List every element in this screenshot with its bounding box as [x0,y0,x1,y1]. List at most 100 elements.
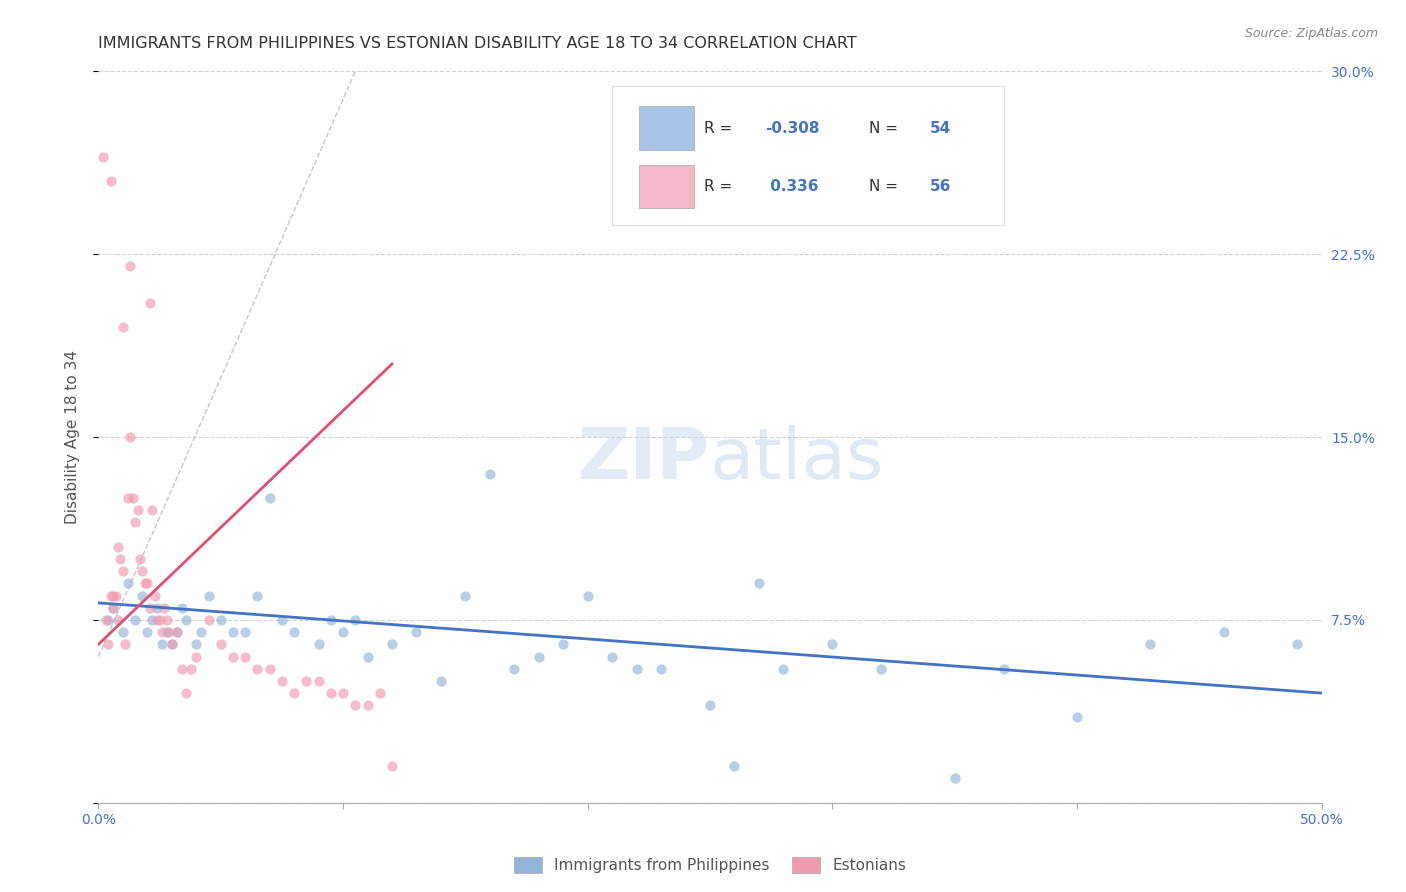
Point [170,600,193,615]
Point [97,613,120,627]
Point [131,564,153,578]
Text: IMMIGRANTS FROM PHILIPPINES VS ESTONIAN DISABILITY AGE 18 TO 34 CORRELATION CHAR: IMMIGRANTS FROM PHILIPPINES VS ESTONIAN … [98,36,858,51]
Point [170,662,193,676]
Point [308,637,330,651]
Point [1066,710,1088,724]
Point [576,589,599,603]
Text: Source: ZipAtlas.com: Source: ZipAtlas.com [1244,27,1378,40]
Point [344,698,367,713]
Point [600,649,623,664]
Point [180,662,202,676]
Point [381,637,404,651]
Text: 56: 56 [931,179,952,194]
Text: R =: R = [704,179,737,194]
FancyBboxPatch shape [640,165,695,209]
Point [176,613,198,627]
Point [650,662,672,676]
Legend: Immigrants from Philippines, Estonians: Immigrants from Philippines, Estonians [508,851,912,880]
Point [111,320,134,334]
Text: 0.336: 0.336 [765,179,818,194]
Point [117,491,139,505]
Point [153,600,176,615]
Point [259,662,281,676]
Point [553,637,575,651]
Point [143,589,166,603]
Point [233,625,256,640]
Point [332,625,354,640]
Point [166,625,188,640]
Point [246,662,269,676]
Point [368,686,391,700]
Point [381,759,404,773]
Point [101,589,124,603]
Point [94,613,117,627]
Point [141,613,163,627]
Text: 54: 54 [931,120,952,136]
Point [121,491,143,505]
Point [699,698,721,713]
Point [527,649,550,664]
Point [117,576,139,591]
Point [319,613,342,627]
Point [107,540,129,554]
Point [283,625,305,640]
Point [127,503,149,517]
Point [160,637,183,651]
Point [246,589,269,603]
Point [131,589,153,603]
Point [100,589,122,603]
Point [104,589,127,603]
Point [166,625,188,640]
Point [186,649,208,664]
Point [124,613,146,627]
Point [283,686,305,700]
Point [356,698,378,713]
Point [150,625,173,640]
Point [100,174,122,188]
Point [149,613,172,627]
Point [101,600,124,615]
Text: atlas: atlas [710,425,884,493]
Point [160,637,183,651]
Point [111,625,134,640]
Point [139,600,162,615]
Point [332,686,354,700]
Point [91,150,114,164]
Point [120,260,142,274]
Point [124,516,146,530]
Point [141,503,163,517]
Point [295,673,318,688]
FancyBboxPatch shape [640,106,695,150]
FancyBboxPatch shape [612,86,1004,225]
Point [1286,637,1309,651]
Point [156,625,179,640]
Text: N =: N = [869,179,903,194]
Point [146,600,169,615]
Point [503,662,526,676]
Point [454,589,477,603]
Text: ZIP: ZIP [578,425,710,493]
Point [146,613,169,627]
Point [176,686,198,700]
Point [157,625,180,640]
Point [136,625,159,640]
Point [209,613,232,627]
Point [356,649,378,664]
Point [405,625,427,640]
Point [319,686,342,700]
Point [626,662,648,676]
Point [772,662,794,676]
Point [943,772,966,786]
Text: -0.308: -0.308 [765,120,820,136]
Text: R =: R = [704,120,737,136]
Point [197,589,219,603]
Point [1212,625,1234,640]
Point [259,491,281,505]
Point [1139,637,1161,651]
Point [111,564,134,578]
Point [870,662,893,676]
Point [748,576,770,591]
Point [139,296,162,310]
Point [270,613,294,627]
Point [993,662,1015,676]
